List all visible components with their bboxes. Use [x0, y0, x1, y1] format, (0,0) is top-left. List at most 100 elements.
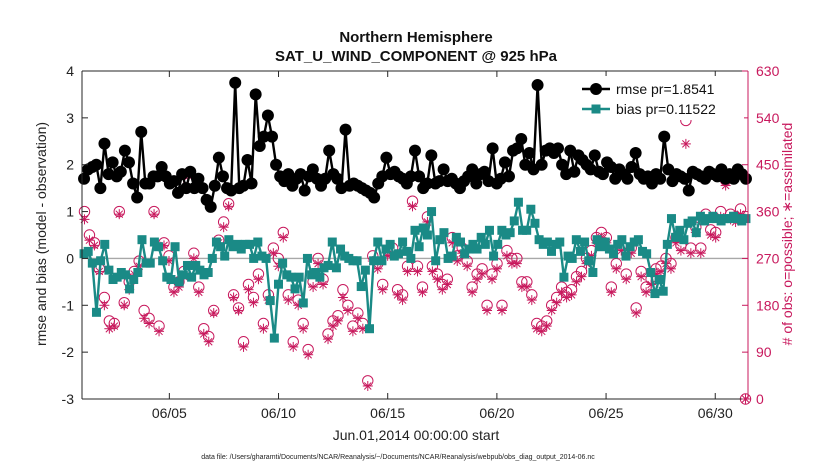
chart-title: Northern Hemisphere [339, 29, 492, 46]
obs-assimilated-point [412, 266, 423, 277]
rmse-point [552, 142, 565, 155]
obs-assimilated-point [298, 323, 309, 334]
obs-assimilated-point [228, 292, 239, 303]
bias-point [526, 204, 536, 214]
rmse-series [78, 76, 752, 213]
obs-assimilated-point [238, 341, 249, 352]
bias-point [195, 265, 205, 275]
bias-point [509, 216, 519, 226]
rmse-point [556, 158, 569, 171]
rmse-point [437, 163, 450, 176]
bias-point [191, 260, 201, 270]
bias-point [435, 235, 445, 245]
bias-point [658, 286, 668, 296]
bias-point [406, 253, 416, 263]
bias-point [298, 298, 308, 308]
rmse-point [409, 144, 421, 157]
obs-assimilated-point [442, 279, 453, 290]
bias-point [278, 258, 288, 268]
bias-point [187, 272, 197, 282]
bias-point [203, 267, 213, 277]
rmse-point [339, 123, 352, 136]
x-axis-label: Jun.01,2014 00:00:00 start [333, 427, 500, 443]
bias-point [331, 263, 341, 273]
legend: rmse pr=1.8541 bias pr=0.11522 [578, 76, 744, 120]
obs-assimilated-point [482, 305, 493, 316]
obs-assimilated-point [327, 321, 338, 332]
rmse-point [625, 161, 638, 174]
rmse-point [118, 144, 131, 157]
rmse-point [306, 163, 319, 176]
bias-point [356, 282, 366, 292]
obs-assimilated-point [695, 248, 706, 259]
obs-assimilated-point [407, 201, 418, 212]
obs-assimilated-point [680, 138, 691, 149]
bias-point [137, 235, 147, 245]
obs-assimilated-point [347, 326, 358, 337]
rmse-point [629, 147, 642, 159]
rmse-point [98, 137, 111, 150]
bias-point [261, 253, 271, 263]
bias-point [662, 239, 672, 249]
bias-point [675, 225, 685, 235]
bias-point [625, 242, 635, 252]
obs-assimilated-point [168, 287, 179, 298]
bias-point [691, 228, 701, 238]
obs-assimilated-point [144, 318, 155, 329]
obs-assimilated-point [541, 321, 552, 332]
rmse-point [114, 165, 127, 178]
bias-point [360, 265, 370, 275]
bias-point [671, 232, 681, 242]
bias-point [505, 228, 515, 238]
obs-assimilated-point [511, 258, 522, 269]
rmse-point [478, 165, 491, 178]
bias-point [547, 246, 557, 256]
bias-point [567, 253, 577, 263]
y-right-tick-label: 450 [756, 157, 780, 173]
bias-point [249, 253, 259, 263]
bias-point [439, 228, 449, 238]
rmse-point [498, 156, 511, 169]
rmse-point [216, 170, 229, 183]
rmse-point [380, 151, 393, 164]
bias-point [364, 324, 374, 334]
bias-point [220, 251, 230, 261]
obs-assimilated-point [308, 282, 319, 293]
x-tick-label: 06/05 [152, 405, 187, 421]
rmse-point [90, 158, 103, 171]
x-tick-label: 06/10 [261, 405, 296, 421]
rmse-point [253, 139, 266, 152]
bias-point [530, 218, 540, 228]
bias-point [559, 272, 569, 282]
rmse-point [588, 149, 601, 162]
rmse-point [678, 172, 691, 185]
rmse-point [155, 161, 168, 174]
rmse-point [261, 109, 274, 122]
bias-point [604, 244, 614, 254]
legend-box [578, 76, 744, 120]
bias-point [100, 239, 110, 249]
bias-point [410, 225, 420, 235]
rmse-point [127, 177, 140, 190]
obs-assimilated-point [462, 261, 473, 272]
obs-assimilated-point [397, 295, 408, 306]
bias-point [460, 249, 470, 259]
bias-point [178, 270, 188, 280]
bias-point [555, 237, 565, 247]
bias-point [418, 223, 428, 233]
rmse-point [470, 177, 483, 190]
bias-point [575, 246, 585, 256]
y-left-tick-label: -1 [62, 297, 75, 313]
bias-point [695, 211, 705, 221]
obs-assimilated-point [372, 263, 383, 274]
obs-assimilated-point [233, 305, 244, 316]
rmse-point [568, 165, 581, 178]
rmse-point [78, 172, 91, 185]
y-axis-right-label: # of obs: o=possible; ∗=assimilated [779, 123, 795, 346]
bias-point [211, 237, 221, 247]
obs-assimilated-point [323, 334, 334, 345]
rmse-point [229, 76, 242, 89]
bias-point [580, 237, 590, 247]
rmse-point [486, 142, 499, 155]
bias-point [174, 277, 184, 287]
